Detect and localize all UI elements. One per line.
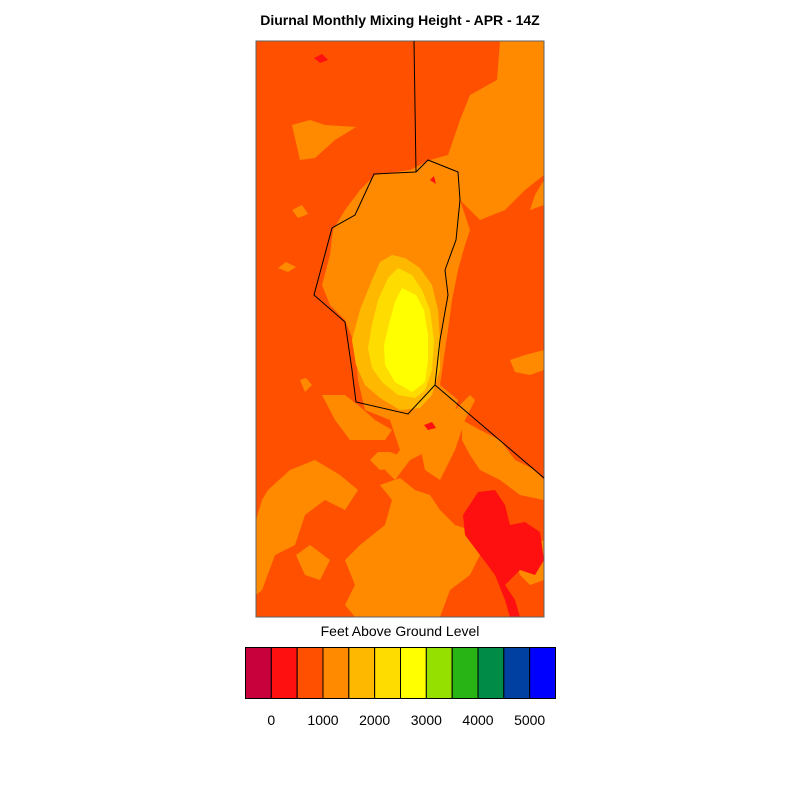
boundary-north-line	[413, 40, 417, 173]
color-bar-swatch	[348, 647, 376, 699]
boundary-diagonal-line	[434, 384, 545, 479]
color-bar-swatch	[477, 647, 505, 699]
contour-region-southwest	[256, 460, 358, 595]
contour-region-small-west	[292, 205, 308, 218]
boundary-region-outline	[313, 159, 461, 415]
map-title: Diurnal Monthly Mixing Height - APR - 14…	[260, 12, 540, 28]
color-bar-tick-label: 4000	[462, 712, 494, 728]
legend-title: Feet Above Ground Level	[320, 623, 480, 639]
color-bar-tick-label: 1000	[307, 712, 339, 728]
orange-contour-regions	[256, 41, 544, 617]
color-bar-swatch	[400, 647, 427, 699]
contour-region-red-dot-2	[424, 422, 436, 430]
contour-region-south-central	[345, 478, 480, 617]
contour-region-yellow	[384, 288, 428, 392]
contour-region-central-lower	[412, 395, 475, 480]
contour-region-south-center-2	[296, 545, 330, 580]
contour-region-small-west-2	[278, 262, 296, 272]
color-bar-swatch	[451, 647, 479, 699]
color-bar-swatch	[245, 647, 272, 699]
contour-region-red-north	[314, 54, 328, 63]
color-bar-swatch	[270, 647, 298, 699]
color-bar-tick-label: 2000	[359, 712, 391, 728]
color-bar-swatch	[425, 647, 453, 699]
contour-region-southeast	[462, 420, 544, 500]
color-bar-tick-label: 5000	[514, 712, 546, 728]
contour-region-northwest-patch	[292, 120, 356, 160]
contour-region-east-patch-2	[300, 378, 312, 392]
contour-region-northeast	[448, 41, 544, 220]
color-bar-swatch	[529, 647, 556, 699]
contour-region-red-dot-1	[430, 176, 436, 184]
color-bar-tick-label: 0	[267, 712, 276, 728]
color-bar-swatch	[296, 647, 324, 699]
contour-region-west-band	[322, 395, 392, 440]
contour-region-east-edge	[530, 180, 544, 210]
color-bar-swatch	[374, 647, 401, 699]
color-bar-tick-label: 3000	[410, 712, 442, 728]
contour-region-east-patch	[510, 350, 544, 375]
contour-region-red-southeast	[463, 490, 544, 617]
contour-region-south-patch	[370, 452, 405, 470]
boundary-lines	[313, 40, 545, 479]
red-contour-regions	[314, 54, 544, 617]
color-bar-swatch	[322, 647, 350, 699]
map-frame	[255, 40, 545, 618]
color-bar-swatch	[503, 647, 531, 699]
color-bar	[245, 647, 556, 699]
